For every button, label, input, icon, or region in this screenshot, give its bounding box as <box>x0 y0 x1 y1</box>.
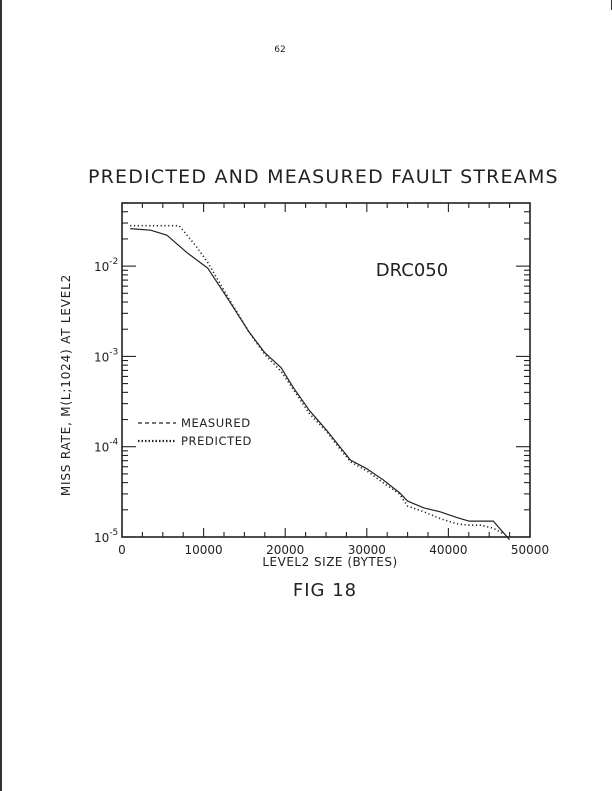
legend-measured-label: MEASURED <box>181 416 251 430</box>
x-tick-label: 30000 <box>348 543 386 557</box>
legend: MEASURED PREDICTED <box>138 416 252 448</box>
x-tick-label: 20000 <box>266 543 304 557</box>
right-margin-rule <box>610 0 612 10</box>
x-tick-label: 40000 <box>429 543 467 557</box>
x-axis-label: LEVEL2 SIZE (BYTES) <box>262 555 397 569</box>
y-tick-label: 10-5 <box>94 528 118 545</box>
x-tick-label: 10000 <box>185 543 223 557</box>
y-axis-label: MISS RATE, M(L;1024) AT LEVEL2 <box>59 274 73 496</box>
tick-labels: 0 10000 20000 30000 40000 50000 10-5 10-4 10-3 10… <box>94 257 549 557</box>
x-tick-label: 50000 <box>511 543 549 557</box>
series-group <box>130 224 511 541</box>
series-line-predicted <box>130 224 505 535</box>
chart-title: PREDICTED AND MEASURED FAULT STREAMS <box>88 166 559 188</box>
page-number: 62 <box>274 45 286 55</box>
legend-predicted-label: PREDICTED <box>181 434 252 448</box>
y-tick-label: 10-3 <box>94 347 118 364</box>
axis-ticks <box>121 202 531 538</box>
y-tick-label: 10-2 <box>94 257 118 274</box>
left-margin-rule <box>0 0 2 791</box>
figure-caption: FIG 18 <box>292 580 358 601</box>
series-line-measured <box>130 228 511 541</box>
plot-frame <box>121 202 531 538</box>
y-tick-label: 10-4 <box>94 438 119 455</box>
x-tick-label: 0 <box>118 543 126 557</box>
annotation-label: DRC050 <box>376 260 448 281</box>
